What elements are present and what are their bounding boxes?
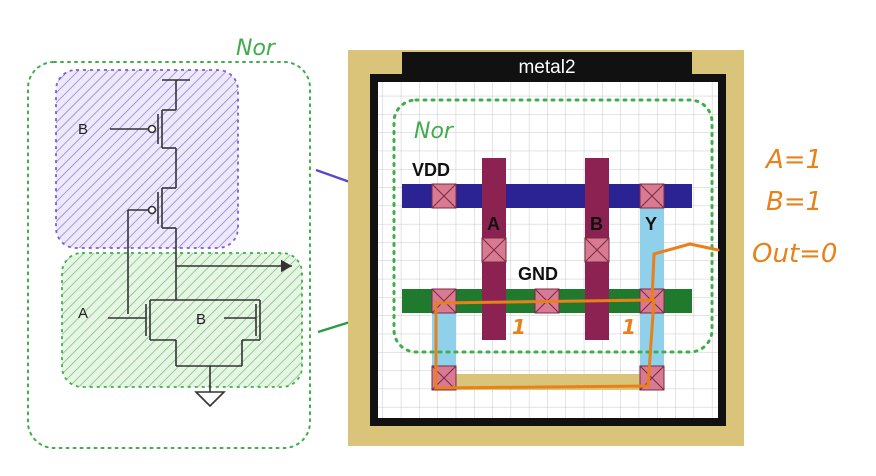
current-path-marking <box>434 242 720 390</box>
pmos-region <box>55 69 239 249</box>
schematic-panel: Nor <box>27 36 311 449</box>
contact-vdd-left <box>431 183 457 209</box>
contact-a <box>481 237 507 263</box>
col-a-label: A <box>487 214 500 234</box>
gnd-label: GND <box>518 264 558 284</box>
annotation-a-equals-1: A=1 <box>764 145 822 175</box>
col-b-label: B <box>590 214 603 234</box>
mark-one-b: 1 <box>622 315 636 339</box>
layout-panel: metal2 VDD GND A B Y Nor <box>348 50 744 446</box>
schematic-input-b-top: B <box>78 121 88 138</box>
contact-vdd-right <box>639 183 665 209</box>
logic-annotations: A=1 B=1 Out=0 <box>752 145 837 269</box>
schematic-group-label: Nor <box>236 36 277 61</box>
vdd-label: VDD <box>412 160 450 180</box>
layout-group-outline <box>392 98 714 354</box>
nmos-region <box>61 252 303 388</box>
metal2-bar <box>402 52 692 80</box>
schematic-group-outline <box>27 61 311 449</box>
schematic-input-a: A <box>78 305 88 322</box>
layout-group-label: Nor <box>414 119 455 144</box>
mark-one-a: 1 <box>512 315 526 339</box>
metal2-label: metal2 <box>518 57 575 78</box>
transistor-wiring <box>108 79 292 408</box>
contact-b <box>584 237 610 263</box>
schematic-input-b-bottom: B <box>196 311 206 328</box>
annotation-b-equals-1: B=1 <box>766 187 822 217</box>
contacts <box>431 183 665 391</box>
col-y-label: Y <box>645 214 657 234</box>
annotation-out-equals-0: Out=0 <box>752 239 837 269</box>
